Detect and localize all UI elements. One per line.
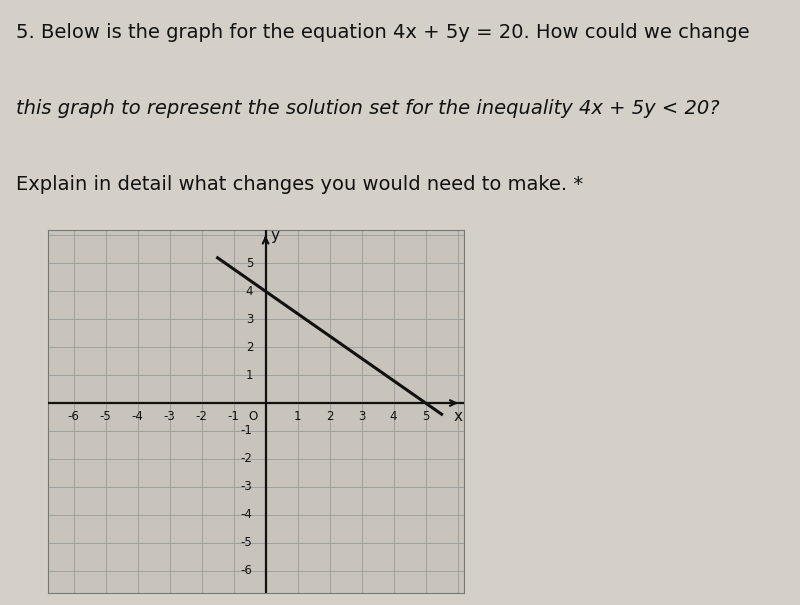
Text: -3: -3 <box>164 410 175 424</box>
Text: 2: 2 <box>326 410 334 424</box>
Text: -1: -1 <box>228 410 239 424</box>
Text: 2: 2 <box>246 341 254 354</box>
Text: 3: 3 <box>246 313 254 325</box>
Text: -3: -3 <box>241 480 252 493</box>
Text: -2: -2 <box>196 410 207 424</box>
Text: Explain in detail what changes you would need to make. *: Explain in detail what changes you would… <box>16 175 583 194</box>
Text: y: y <box>270 228 280 243</box>
Text: -1: -1 <box>241 425 252 437</box>
Text: 5: 5 <box>422 410 430 424</box>
Text: -4: -4 <box>132 410 143 424</box>
Text: -4: -4 <box>241 508 252 522</box>
Text: -6: -6 <box>68 410 79 424</box>
Text: -2: -2 <box>241 453 252 465</box>
Text: 4: 4 <box>390 410 398 424</box>
Text: 5. Below is the graph for the equation 4x + 5y = 20. How could we change: 5. Below is the graph for the equation 4… <box>16 23 750 42</box>
Text: O: O <box>248 410 258 424</box>
Text: -5: -5 <box>100 410 111 424</box>
Text: this graph to represent the solution set for the inequality 4x + 5y < 20?: this graph to represent the solution set… <box>16 99 719 118</box>
Text: 5: 5 <box>246 257 254 270</box>
Text: 1: 1 <box>294 410 302 424</box>
Text: -6: -6 <box>241 564 252 577</box>
Text: x: x <box>453 410 462 425</box>
Text: 1: 1 <box>246 368 254 382</box>
Text: 4: 4 <box>246 285 254 298</box>
Text: 3: 3 <box>358 410 366 424</box>
Text: -5: -5 <box>241 536 252 549</box>
